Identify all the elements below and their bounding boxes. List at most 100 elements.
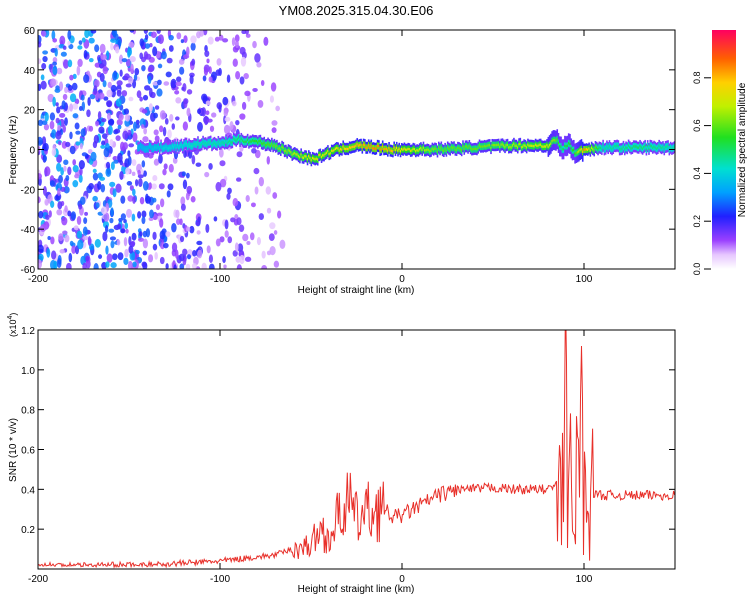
spectrogram-ticks: -200 -100 0 100 60 40 20 0 -20 -40 -60 xyxy=(21,26,675,285)
noise-speck xyxy=(63,165,67,172)
noise-speck xyxy=(118,54,124,65)
ridge-core xyxy=(505,144,508,147)
noise-speck xyxy=(43,155,47,162)
ridge-core xyxy=(234,138,236,141)
ridge-core xyxy=(450,145,453,149)
noise-speck xyxy=(141,210,147,218)
ridge-core xyxy=(510,146,513,149)
noise-speck xyxy=(147,75,152,85)
ridge-core xyxy=(553,138,556,142)
ridge-core xyxy=(212,142,215,145)
ridge-core xyxy=(150,145,152,148)
noise-speck xyxy=(139,52,144,60)
noise-speck xyxy=(72,113,79,119)
ridge-core xyxy=(166,147,169,150)
ridge-core xyxy=(616,144,618,147)
ridge-core xyxy=(492,143,495,147)
ridge-core xyxy=(394,148,397,152)
noise-speck xyxy=(138,231,143,237)
ridge-core xyxy=(609,146,612,150)
noise-speck xyxy=(67,84,73,91)
ridge-core xyxy=(299,156,301,159)
ridge-core xyxy=(209,140,212,143)
noise-speck xyxy=(243,72,249,80)
ridge-core xyxy=(486,144,488,148)
ridge-core xyxy=(547,145,550,149)
ridge-core xyxy=(223,142,226,145)
noise-speck xyxy=(235,120,240,126)
ridge-core xyxy=(264,144,267,147)
noise-speck xyxy=(208,163,213,170)
noise-speck xyxy=(60,51,67,57)
ridge-core xyxy=(488,143,491,147)
ridge-core xyxy=(389,149,392,152)
ridge-core xyxy=(316,158,319,161)
noise-speck xyxy=(179,263,185,269)
noise-speck xyxy=(38,173,43,180)
ridge-core xyxy=(358,143,361,147)
noise-speck xyxy=(159,256,165,265)
noise-speck xyxy=(235,70,241,80)
ridge-core xyxy=(239,139,241,143)
ridge-core xyxy=(364,143,366,147)
ridge-core xyxy=(457,146,459,150)
noise-speck xyxy=(116,89,122,97)
ridge-core xyxy=(542,145,545,149)
noise-speck xyxy=(160,241,165,250)
ridge-core xyxy=(538,143,541,147)
noise-speck xyxy=(120,228,126,234)
noise-speck xyxy=(263,36,269,46)
noise-speck xyxy=(182,248,188,256)
noise-speck xyxy=(103,96,109,101)
noise-speck xyxy=(41,30,47,37)
ridge-core xyxy=(290,150,292,154)
noise-speck xyxy=(74,122,80,130)
ridge-core xyxy=(465,145,468,148)
ridge-core xyxy=(533,145,536,148)
noise-speck xyxy=(252,87,258,92)
noise-speck xyxy=(126,181,133,186)
noise-speck xyxy=(43,143,49,152)
noise-speck xyxy=(55,102,59,107)
noise-speck xyxy=(223,109,228,117)
ridge-core xyxy=(198,144,201,147)
ridge-core xyxy=(458,146,460,150)
ridge-core xyxy=(411,149,413,152)
ridge-core xyxy=(413,148,416,151)
noise-speck xyxy=(42,50,49,55)
noise-speck xyxy=(148,254,154,263)
ridge-core xyxy=(395,146,398,150)
noise-speck xyxy=(163,81,170,86)
noise-speck xyxy=(143,30,149,35)
y-tick-label: -40 xyxy=(21,225,36,236)
ridge-core xyxy=(524,144,527,148)
colorbar-tick-label: 0.6 xyxy=(692,119,702,132)
noise-speck xyxy=(75,141,81,146)
snr-scale-text: (x10 xyxy=(8,319,18,337)
noise-speck xyxy=(56,154,63,163)
ridge-core xyxy=(539,143,542,146)
noise-speck xyxy=(176,32,182,40)
ridge-core xyxy=(322,154,324,157)
ridge-core xyxy=(300,153,302,156)
noise-speck xyxy=(215,238,221,247)
ridge-core xyxy=(268,143,271,147)
x-tick-label: 0 xyxy=(399,574,405,585)
noise-speck xyxy=(239,254,245,265)
ridge-core xyxy=(459,147,462,151)
noise-speck xyxy=(245,194,250,203)
ridge-core xyxy=(251,139,254,142)
ridge-core xyxy=(241,139,244,142)
noise-speck xyxy=(61,216,68,226)
noise-speck xyxy=(265,186,272,195)
ridge-core xyxy=(151,147,153,150)
ridge-core xyxy=(267,142,269,145)
noise-speck xyxy=(88,58,94,63)
noise-speck xyxy=(116,118,123,126)
ridge-core xyxy=(673,146,675,149)
ridge-core xyxy=(279,148,282,152)
ridge-core xyxy=(365,146,367,150)
noise-speck xyxy=(257,99,264,108)
ridge-core xyxy=(519,142,522,146)
ridge-core xyxy=(525,146,528,149)
